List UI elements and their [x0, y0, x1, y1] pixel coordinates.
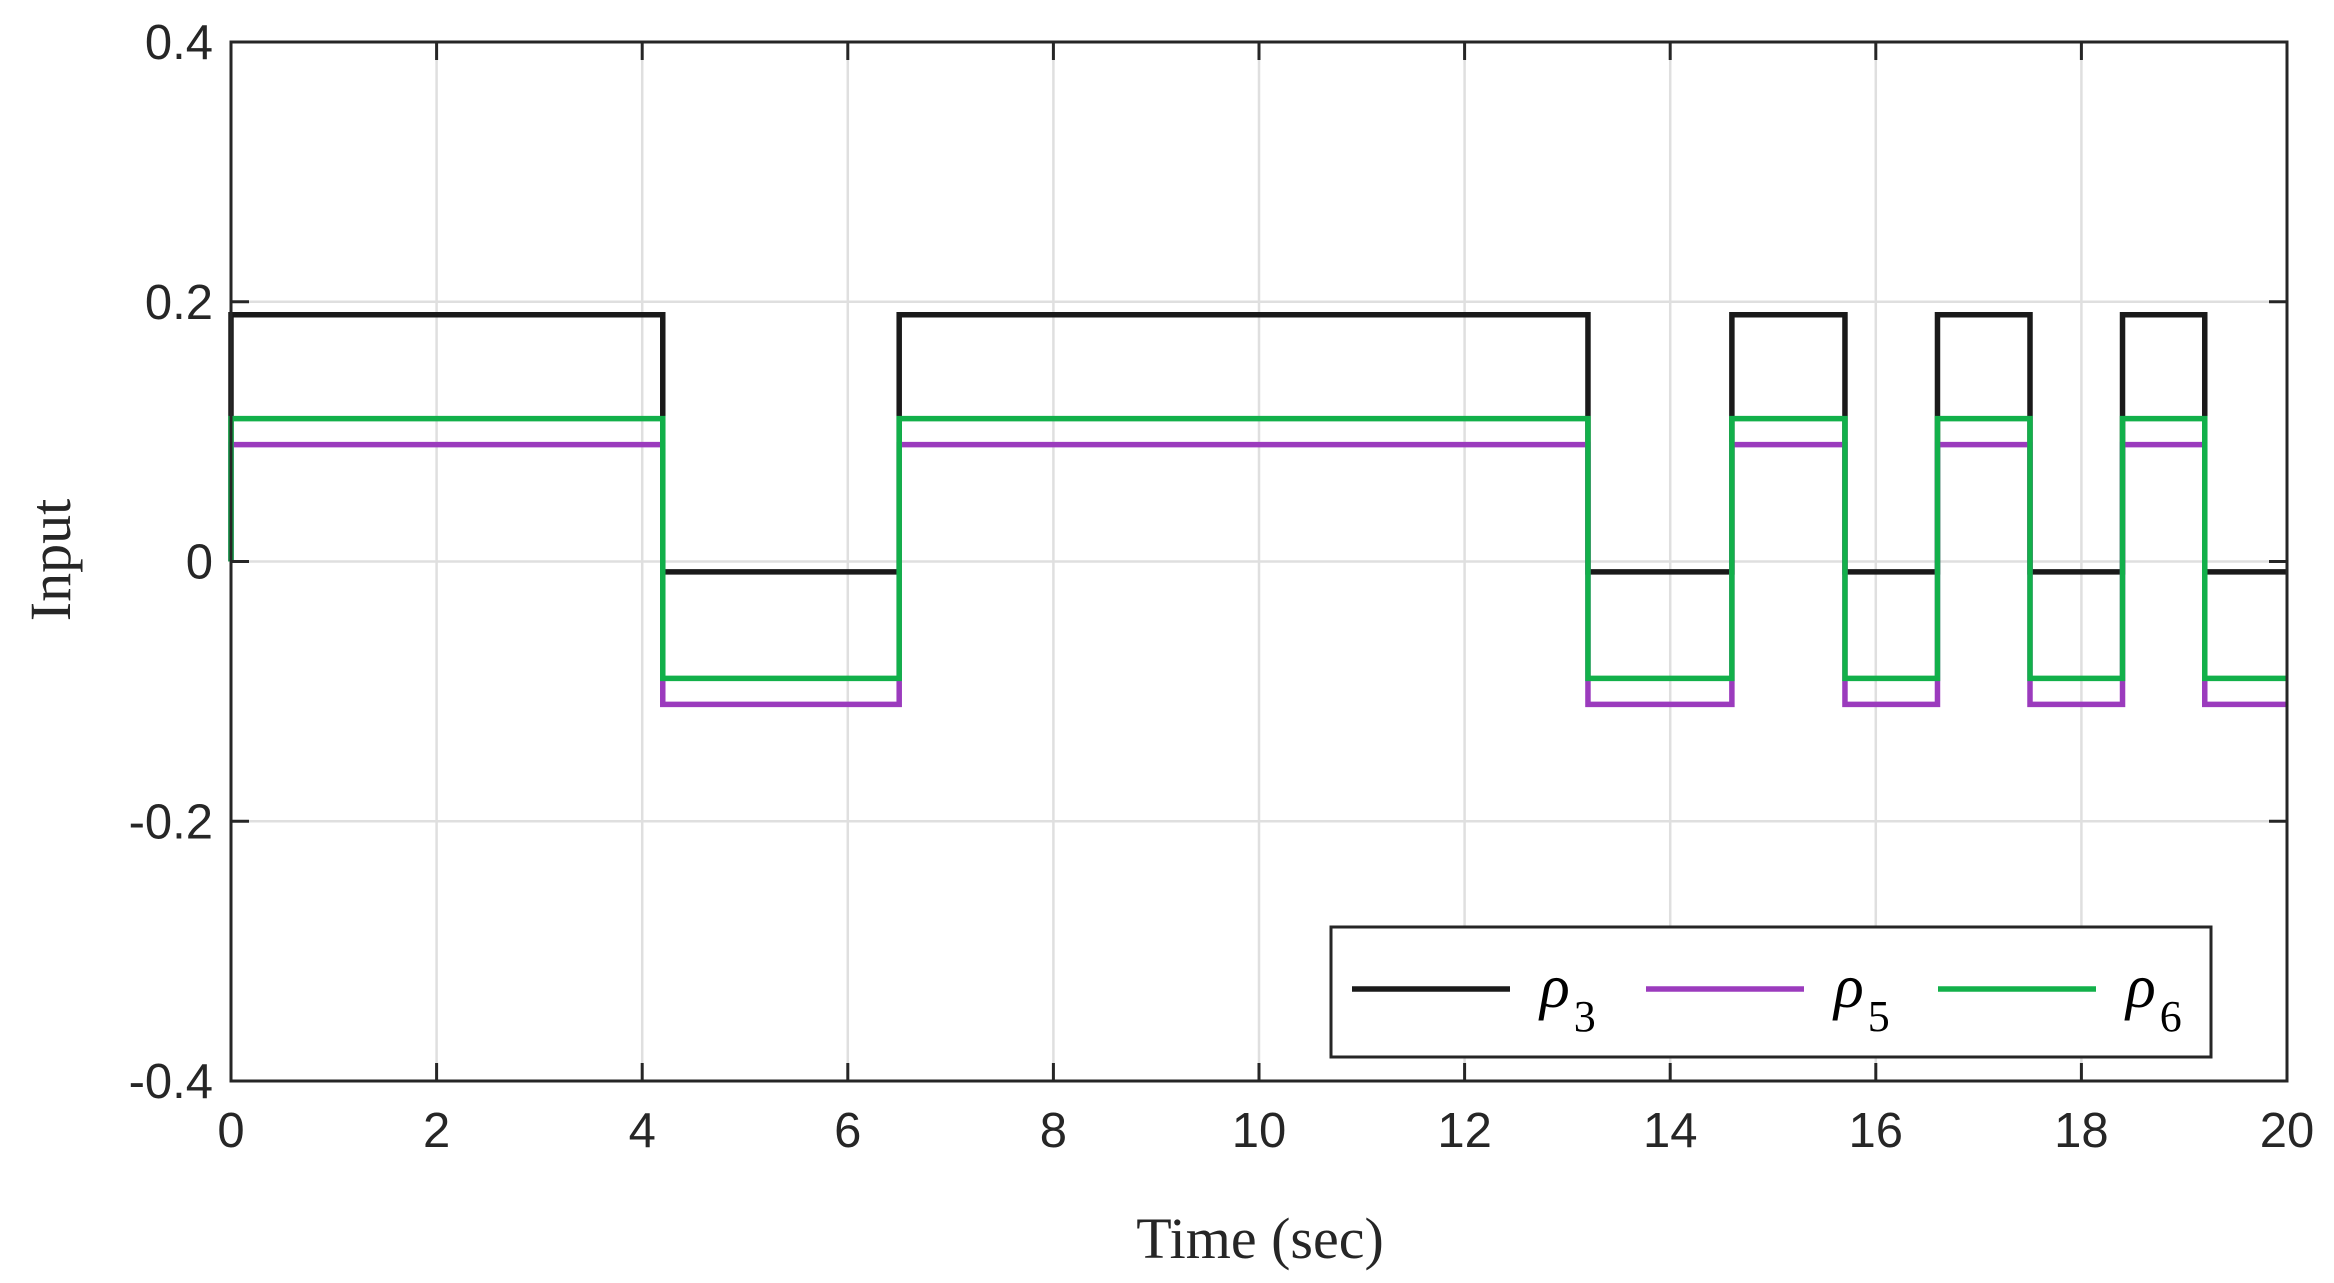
axes	[229, 40, 2289, 1083]
y-tick-label: -0.4	[129, 1055, 213, 1109]
x-tick-label: 18	[2054, 1104, 2109, 1158]
x-tick-label: 14	[1643, 1104, 1698, 1158]
x-tick-label: 4	[629, 1104, 656, 1158]
x-tick-label: 10	[1232, 1104, 1287, 1158]
x-tick-label: 8	[1040, 1104, 1067, 1158]
series-lines	[228, 311, 2287, 708]
x-tick-label: 16	[1849, 1104, 1904, 1158]
legend-label-3: ρ3	[1538, 953, 1596, 1041]
legend-box	[1329, 925, 2213, 1059]
x-tick-label: 6	[834, 1104, 861, 1158]
tick-labels: 0 2 4 6 8 10 12 14 16 18 20 -0.4 -0.2 0 0.2 0.4	[129, 16, 2315, 1158]
y-tick-label: 0	[186, 536, 213, 590]
x-axis-title: Time (sec)	[1136, 1206, 1384, 1271]
y-axis-title: Input	[18, 499, 83, 621]
y-tick-label: 0.4	[145, 16, 213, 70]
legend-label-6: ρ6	[2124, 953, 2182, 1041]
y-tick-label: 0.2	[145, 276, 213, 330]
legend-label-5: ρ5	[1832, 953, 1890, 1041]
legend: ρ3 ρ5 ρ6	[1329, 925, 2213, 1059]
series-line-3	[228, 311, 2287, 575]
x-tick-label: 12	[1437, 1104, 1492, 1158]
y-tick-label: -0.2	[129, 795, 213, 849]
x-tick-label: 20	[2260, 1104, 2315, 1158]
x-tick-label: 0	[217, 1104, 244, 1158]
x-tick-label: 2	[423, 1104, 450, 1158]
series-line-6	[228, 415, 2287, 682]
